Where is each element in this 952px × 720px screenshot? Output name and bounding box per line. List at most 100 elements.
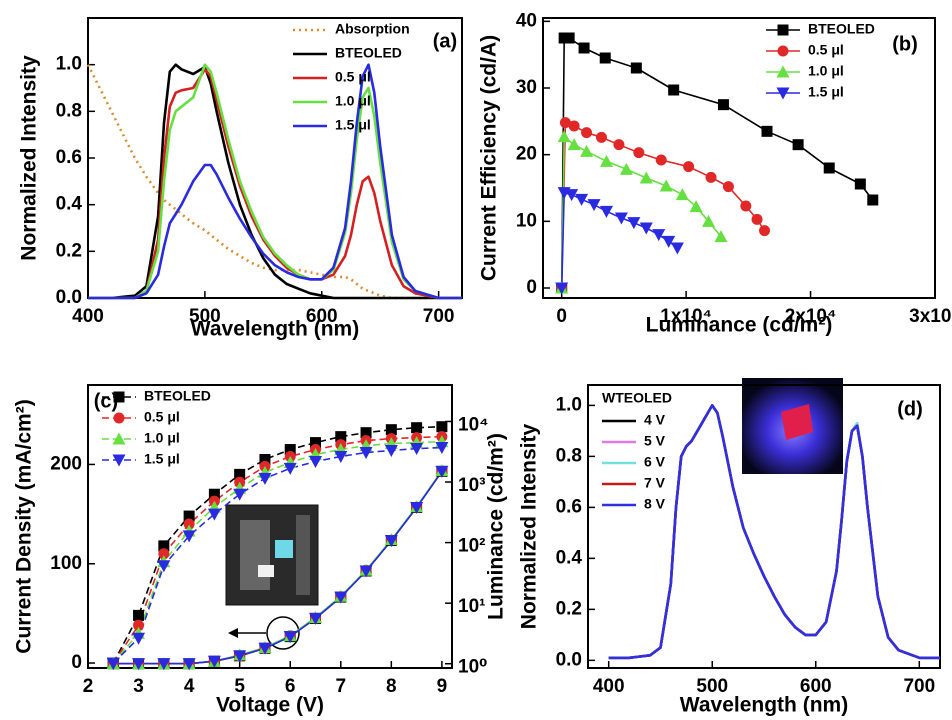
x-tick-label: 4	[184, 676, 195, 697]
y2-axis-label: Luminance (cd/m²)	[485, 433, 508, 620]
marker	[575, 194, 588, 206]
marker	[660, 180, 673, 192]
y2-tick-label: 10¹	[458, 596, 485, 617]
marker	[633, 147, 644, 158]
marker	[740, 201, 751, 212]
marker	[284, 463, 297, 475]
y-tick-label: 0.2	[56, 240, 82, 261]
y2-tick-label: 10²	[458, 536, 485, 557]
marker	[656, 155, 667, 166]
marker	[581, 127, 592, 138]
photo-detail	[258, 565, 274, 577]
marker	[867, 195, 878, 206]
panel-label: (a)	[433, 30, 457, 52]
series-line	[562, 193, 678, 288]
arrow-head	[228, 628, 238, 638]
y-tick-label: 0.4	[556, 547, 583, 568]
x-tick-label: 8	[386, 676, 397, 697]
x-tick-label: 9	[437, 676, 448, 697]
marker	[668, 85, 679, 96]
legend-label: 1.5 μl	[144, 451, 180, 467]
legend-marker	[778, 46, 789, 57]
marker	[652, 229, 665, 241]
legend-label: 1.0 μl	[335, 93, 371, 109]
y-tick-label: 1.0	[556, 394, 582, 415]
series-line	[88, 65, 462, 298]
y-tick-label: 0.8	[556, 445, 582, 466]
y2-tick-label: 10⁴	[458, 414, 489, 435]
legend-label: BTEOLED	[335, 45, 402, 61]
y2-tick-label: 10⁰	[458, 657, 487, 678]
marker	[631, 63, 642, 74]
marker	[718, 99, 729, 110]
y-tick-label: 0.6	[56, 147, 82, 168]
marker	[706, 172, 717, 183]
marker	[762, 126, 773, 137]
marker	[133, 610, 144, 621]
y-tick-label: 0	[526, 277, 537, 298]
marker	[855, 179, 866, 190]
y-axis-label: Normalized Intensity	[518, 423, 541, 629]
y-tick-label: 0.0	[556, 649, 582, 670]
legend-marker	[114, 392, 125, 403]
marker	[580, 145, 593, 157]
marker	[793, 139, 804, 150]
y2-tick-label: 10³	[458, 475, 485, 496]
y-tick-label: 20	[516, 144, 537, 165]
x-tick-label: 3	[133, 676, 144, 697]
x-tick-label: 0	[556, 306, 567, 327]
marker	[600, 206, 613, 218]
marker	[596, 132, 607, 143]
panel-label: (b)	[892, 33, 918, 55]
x-axis-label: Voltage (V)	[216, 694, 324, 717]
marker	[558, 130, 571, 142]
marker	[627, 217, 640, 229]
legend-marker	[778, 25, 789, 36]
x-axis-label: Luminance (cd/m²)	[646, 314, 833, 337]
legend-label: 1.0 μl	[808, 63, 844, 79]
x-tick-label: 400	[593, 676, 625, 697]
x-tick-label: 3x10⁴	[909, 306, 952, 327]
marker	[723, 181, 734, 192]
y-tick-label: 200	[50, 453, 82, 474]
inset-photo-c	[226, 505, 318, 605]
figure: 4005006007000.00.20.40.60.81.0Wavelength…	[0, 0, 952, 720]
photo-detail	[240, 520, 270, 590]
series-line	[88, 65, 462, 298]
marker	[600, 155, 613, 167]
legend-label: Absorption	[335, 21, 410, 37]
photo-detail	[296, 515, 310, 595]
x-tick-label: 700	[903, 676, 935, 697]
y-tick-label: 0	[71, 652, 82, 673]
x-tick-label: 7	[335, 676, 346, 697]
marker	[620, 163, 633, 175]
x-axis-label: Wavelength (nm)	[680, 694, 848, 717]
marker	[824, 163, 835, 174]
y-tick-label: 0.0	[56, 287, 82, 308]
marker	[752, 214, 763, 225]
legend-label: 1.5 μl	[335, 117, 371, 133]
marker	[579, 43, 590, 54]
marker	[309, 456, 322, 468]
legend-label: 0.5 μl	[808, 42, 844, 58]
y-axis-label: Current Density (mA/cm²)	[13, 399, 36, 653]
x-tick-label: 400	[72, 306, 104, 327]
marker	[436, 421, 447, 432]
marker	[588, 199, 601, 211]
y-tick-label: 0.8	[56, 100, 82, 121]
y-tick-label: 0.4	[56, 194, 83, 215]
legend-label: 6 V	[644, 454, 666, 470]
marker	[671, 243, 684, 255]
marker	[569, 121, 580, 132]
legend-label: 0.5 μl	[144, 409, 180, 425]
marker	[640, 172, 653, 184]
legend-label: 1.0 μl	[144, 430, 180, 446]
marker	[615, 213, 628, 225]
photo-detail	[275, 540, 293, 558]
legend-label: 7 V	[644, 475, 666, 491]
x-tick-label: 700	[423, 306, 455, 327]
legend-label: 8 V	[644, 496, 666, 512]
legend-label: 5 V	[644, 433, 666, 449]
legend-label: 0.5 μl	[335, 69, 371, 85]
x-tick-label: 2	[83, 676, 94, 697]
